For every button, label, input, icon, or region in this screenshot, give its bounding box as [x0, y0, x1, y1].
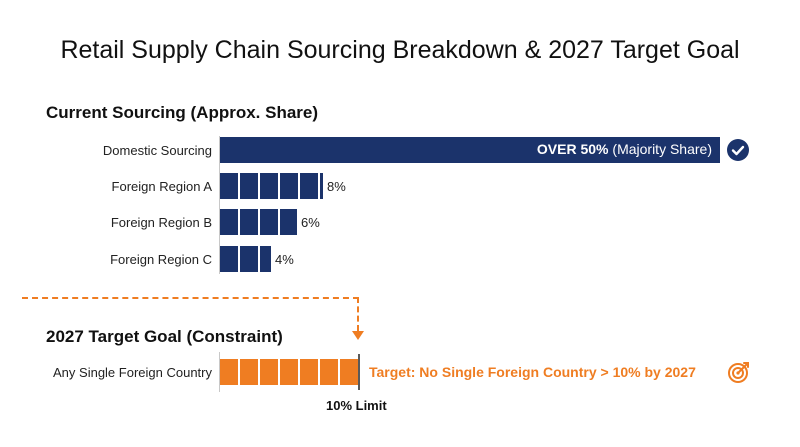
arrow-down-icon	[352, 331, 364, 340]
tick-label-region-b: Foreign Region B	[110, 215, 212, 230]
chart-title: Retail Supply Chain Sourcing Breakdown &…	[60, 36, 740, 64]
axis-line	[219, 136, 220, 274]
check-circle-icon	[727, 139, 749, 161]
limit-label: 10% Limit	[326, 398, 387, 413]
axis-line-target	[219, 352, 220, 392]
data-label-region-c: 4%	[275, 252, 294, 267]
tick-label-region-c: Foreign Region C	[110, 252, 212, 267]
data-label-region-a: 8%	[327, 179, 346, 194]
data-label-region-b: 6%	[301, 215, 320, 230]
target-goal-heading: 2027 Target Goal (Constraint)	[46, 327, 283, 346]
dashed-connector-vertical	[357, 297, 359, 331]
target-icon	[727, 360, 751, 384]
dashed-connector-horizontal	[22, 297, 359, 299]
bar-region-b	[220, 209, 297, 235]
limit-marker	[358, 354, 360, 390]
tick-label-region-a: Foreign Region A	[111, 179, 212, 194]
bar-target-limit	[220, 359, 358, 385]
target-note: Target: No Single Foreign Country > 10% …	[369, 364, 696, 380]
domestic-data-label: OVER 50% (Majority Share)	[536, 141, 712, 157]
bar-domestic: OVER 50% (Majority Share)	[220, 137, 720, 163]
bar-region-a	[220, 173, 323, 199]
tick-label-domestic: Domestic Sourcing	[102, 143, 212, 158]
tick-label-target: Any Single Foreign Country	[53, 365, 212, 380]
bar-region-c	[220, 246, 271, 272]
current-sourcing-heading: Current Sourcing (Approx. Share)	[46, 103, 319, 122]
